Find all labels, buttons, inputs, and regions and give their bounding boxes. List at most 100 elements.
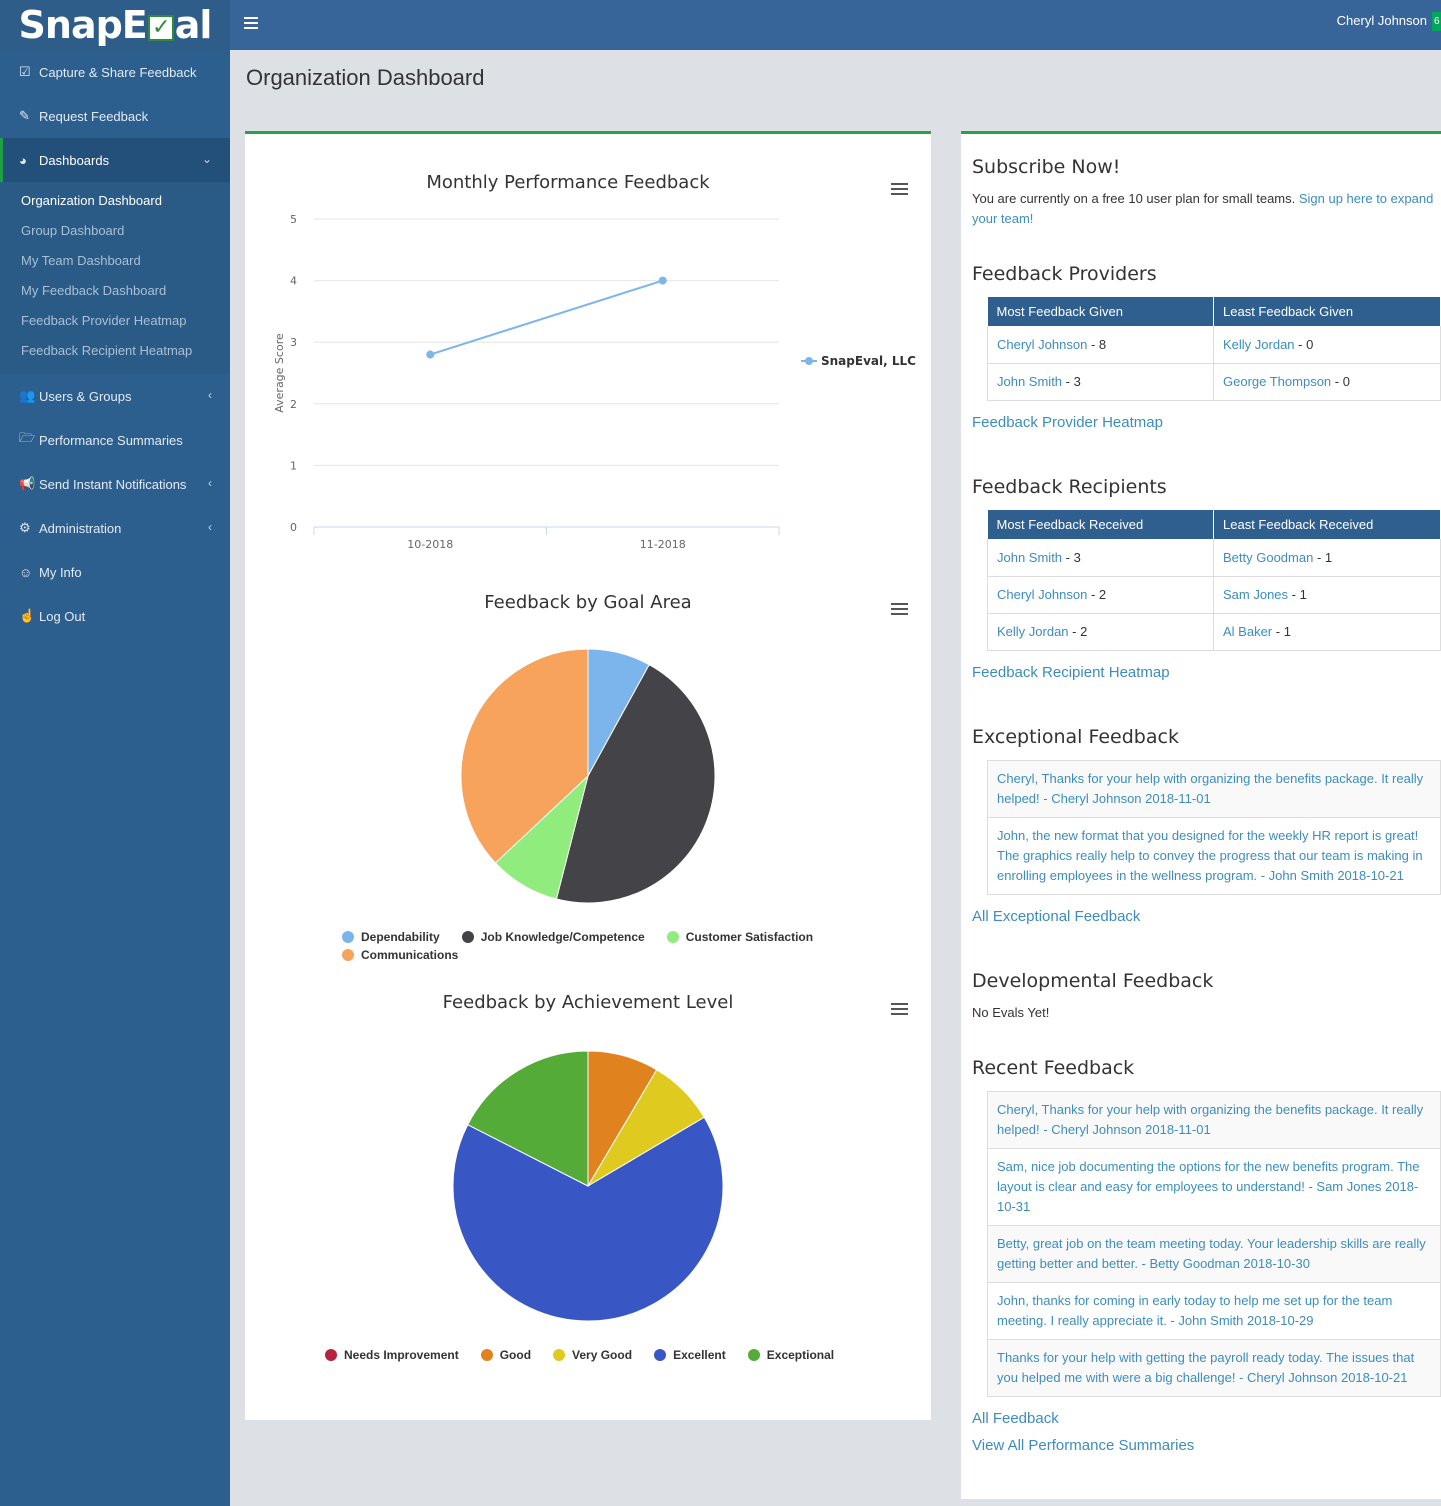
person-link[interactable]: John Smith xyxy=(997,374,1063,389)
sidebar-item-capture-feedback[interactable]: ☑ Capture & Share Feedback xyxy=(0,50,230,94)
person-link[interactable]: John Smith xyxy=(997,549,1063,565)
sidebar-item-label: Administration xyxy=(39,520,122,536)
legend-item[interactable]: Communications xyxy=(342,946,458,964)
line-chart: 0 1 2 3 4 5 10-2018 11-2018 Average Score SnapEva… xyxy=(273,213,916,551)
edit-icon: ✎ xyxy=(19,108,30,123)
submenu-organization-dashboard[interactable]: Organization Dashboard xyxy=(21,193,162,208)
list-item[interactable]: John, thanks for coming in early today t… xyxy=(987,1282,1441,1339)
submenu-my-feedback-dashboard[interactable]: My Feedback Dashboard xyxy=(21,283,167,298)
y-tick-label: 2 xyxy=(290,398,297,411)
hand-icon: ☝ xyxy=(19,608,36,623)
legend-label: Exceptional xyxy=(766,1348,835,1362)
line-chart-title: Monthly Performance Feedback xyxy=(426,172,710,193)
check-square-icon: ☑ xyxy=(19,64,31,79)
sidebar-item-notifications[interactable]: 📢 Send Instant Notifications ‹ xyxy=(0,462,230,506)
top-navbar: Cheryl Johnson 6 xyxy=(230,0,1441,50)
chevron-left-icon: ‹ xyxy=(208,520,212,534)
person-link[interactable]: Betty Goodman xyxy=(1223,549,1314,565)
legend-item[interactable]: Very Good xyxy=(553,1346,632,1364)
sidebar-item-label: Request Feedback xyxy=(39,108,149,124)
recipients-table: Most Feedback Received Least Feedback Re… xyxy=(987,510,1441,651)
count: - 0 xyxy=(1294,336,1314,352)
chart-menu-icon[interactable] xyxy=(891,183,908,196)
person-link[interactable]: Cheryl Johnson xyxy=(997,336,1088,352)
folder-open-icon: 🗁 xyxy=(19,430,36,445)
chart-menu-icon[interactable] xyxy=(891,603,908,616)
person-link[interactable]: Sam Jones xyxy=(1223,587,1289,602)
summary-panel: Subscribe Now! You are currently on a fr… xyxy=(961,131,1441,1499)
sidebar-item-label: Log Out xyxy=(39,608,86,624)
pie-slice xyxy=(460,648,589,864)
list-item[interactable]: Cheryl, Thanks for your help with organi… xyxy=(987,760,1441,817)
chart-menu-icon[interactable] xyxy=(891,1003,908,1016)
legend-label: Excellent xyxy=(673,1348,726,1362)
person-link[interactable]: Kelly Jordan xyxy=(997,624,1069,639)
sidebar-item-label: Performance Summaries xyxy=(39,432,183,448)
sidebar-item-users-groups[interactable]: 👥 Users & Groups ‹ xyxy=(0,374,230,418)
sidebar-item-my-info[interactable]: ☺ My Info xyxy=(0,550,230,594)
brand-text-end: al xyxy=(174,3,213,47)
chevron-left-icon: ‹ xyxy=(208,388,212,402)
count: - 1 xyxy=(1288,587,1307,602)
sidebar: ☑ Capture & Share Feedback ✎ Request Fee… xyxy=(0,50,230,1506)
list-item[interactable]: Betty, great job on the team meeting tod… xyxy=(987,1225,1441,1282)
list-item[interactable]: Sam, nice job documenting the options fo… xyxy=(987,1148,1441,1225)
sidebar-item-dashboards[interactable]: ◕ Dashboards ⌄ xyxy=(0,138,230,182)
count: - 1 xyxy=(1272,624,1291,639)
legend-marker xyxy=(342,931,354,943)
legend-item[interactable]: Job Knowledge/Competence xyxy=(461,928,645,946)
exceptional-heading: Exceptional Feedback xyxy=(972,726,1179,748)
recipient-heatmap-link[interactable]: Feedback Recipient Heatmap xyxy=(972,664,1170,681)
brand-logo[interactable]: SnapE ✓ al xyxy=(0,0,230,50)
all-feedback-link[interactable]: All Feedback xyxy=(972,1410,1059,1427)
count: - 2 xyxy=(1068,624,1088,639)
sidebar-toggle-icon[interactable] xyxy=(244,17,258,29)
legend-item[interactable]: Dependability xyxy=(342,928,440,946)
submenu-my-team-dashboard[interactable]: My Team Dashboard xyxy=(21,253,141,268)
list-item[interactable]: John, the new format that you designed f… xyxy=(987,817,1441,895)
column-header: Most Feedback Received xyxy=(987,510,1214,539)
table-row: Cheryl Johnson - 8 Kelly Jordan - 0 xyxy=(987,326,1441,364)
bullhorn-icon: 📢 xyxy=(19,476,36,491)
legend-label: Job Knowledge/Competence xyxy=(480,930,645,944)
table-row: Cheryl Johnson - 2 Sam Jones - 1 xyxy=(987,576,1441,614)
person-link[interactable]: Al Baker xyxy=(1223,624,1273,639)
y-axis-label: Average Score xyxy=(273,333,286,413)
series-line xyxy=(429,279,664,356)
sidebar-item-administration[interactable]: ⚙ Administration ‹ xyxy=(0,506,230,550)
goal-area-legend: Dependability Job Knowledge/Competence Cus… xyxy=(342,928,862,964)
y-tick-label: 5 xyxy=(290,213,297,226)
legend-item[interactable]: Customer Satisfaction xyxy=(666,928,813,946)
signup-link[interactable]: Sign up here to expand your team! xyxy=(972,191,1434,226)
developmental-text: No Evals Yet! xyxy=(972,1005,1050,1020)
notification-badge[interactable]: 6 xyxy=(1432,12,1441,31)
legend-label: Communications xyxy=(361,948,459,962)
subscribe-heading: Subscribe Now! xyxy=(972,156,1121,178)
y-tick-label: 3 xyxy=(290,336,297,349)
legend-item[interactable]: Good xyxy=(480,1346,531,1364)
subscribe-text: You are currently on a free 10 user plan… xyxy=(972,189,1437,229)
submenu-group-dashboard[interactable]: Group Dashboard xyxy=(21,223,125,238)
legend-item[interactable]: Exceptional xyxy=(747,1346,835,1364)
person-link[interactable]: George Thompson xyxy=(1223,374,1332,389)
person-link[interactable]: Cheryl Johnson xyxy=(997,587,1088,602)
view-summaries-link[interactable]: View All Performance Summaries xyxy=(972,1437,1195,1454)
legend-marker xyxy=(342,949,354,961)
sidebar-item-request-feedback[interactable]: ✎ Request Feedback xyxy=(0,94,230,138)
submenu-provider-heatmap[interactable]: Feedback Provider Heatmap xyxy=(21,313,187,328)
user-menu[interactable]: Cheryl Johnson xyxy=(1336,13,1427,28)
y-tick-label: 1 xyxy=(290,459,297,472)
x-tick-label: 10-2018 xyxy=(407,538,453,551)
provider-heatmap-link[interactable]: Feedback Provider Heatmap xyxy=(972,414,1163,431)
legend-label: Needs Improvement xyxy=(344,1348,459,1362)
all-exceptional-link[interactable]: All Exceptional Feedback xyxy=(972,908,1141,925)
goal-area-pie-chart xyxy=(460,648,716,904)
sidebar-item-performance-summaries[interactable]: 🗁 Performance Summaries xyxy=(0,418,230,462)
list-item[interactable]: Thanks for your help with getting the pa… xyxy=(987,1339,1441,1397)
person-link[interactable]: Kelly Jordan xyxy=(1223,336,1295,352)
submenu-recipient-heatmap[interactable]: Feedback Recipient Heatmap xyxy=(21,343,193,358)
legend-item[interactable]: Needs Improvement xyxy=(325,1346,459,1364)
sidebar-item-log-out[interactable]: ☝ Log Out xyxy=(0,594,230,638)
list-item[interactable]: Cheryl, Thanks for your help with organi… xyxy=(987,1091,1441,1148)
legend-item[interactable]: Excellent xyxy=(654,1346,726,1364)
